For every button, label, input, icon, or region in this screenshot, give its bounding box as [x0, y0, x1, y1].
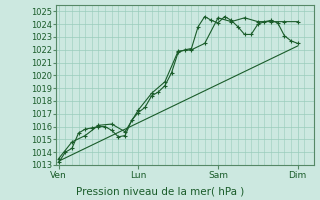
Text: Pression niveau de la mer( hPa ): Pression niveau de la mer( hPa ): [76, 186, 244, 196]
